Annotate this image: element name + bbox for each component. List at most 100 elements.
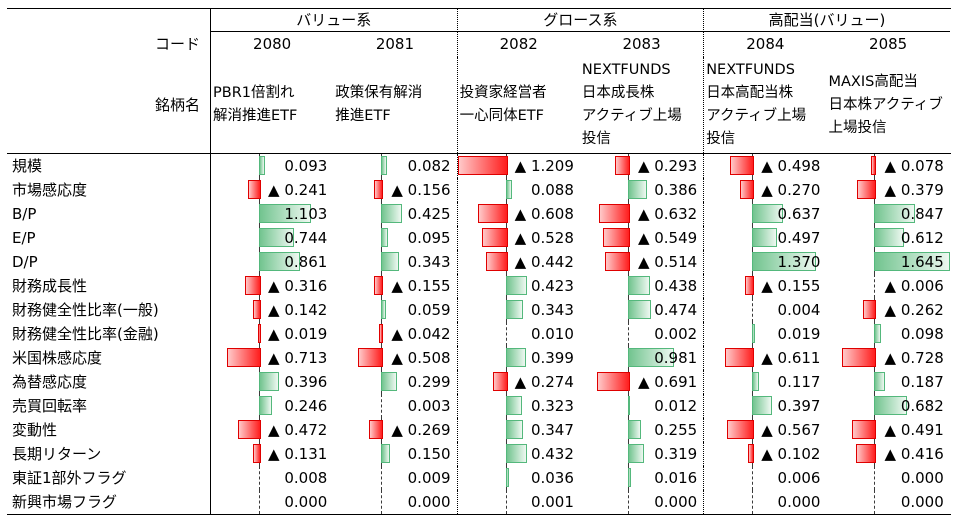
row-label: D/P <box>12 253 38 271</box>
data-bar-positive <box>752 372 760 391</box>
table-body: 規模 0.093 0.082 ▲ 1.209 ▲ 0.293 ▲ 0.498 ▲ 0.078… <box>7 154 951 514</box>
value-cell: 0.059 <box>333 298 456 322</box>
value-cell: 0.386 <box>580 178 703 202</box>
data-bar-negative <box>478 204 508 223</box>
data-bar-negative <box>358 348 384 367</box>
cell-value: 0.246 <box>284 397 328 415</box>
zero-axis-line <box>874 274 876 298</box>
cell-value: 0.000 <box>900 469 944 487</box>
value-cell: ▲ 0.379 <box>826 178 949 202</box>
cell-value: 1.645 <box>900 253 944 271</box>
cell-value-negative: ▲ 0.156 <box>391 181 451 199</box>
data-bar-negative <box>857 180 877 199</box>
cell-value-negative: ▲ 0.269 <box>391 421 451 439</box>
value-cell: ▲ 0.006 <box>826 274 949 298</box>
value-cell: 0.397 <box>703 394 826 418</box>
data-bar-positive <box>627 396 631 415</box>
cell-value-negative: ▲ 0.549 <box>637 229 698 247</box>
table-row: 長期リターン ▲ 0.131 0.150 0.432 0.319 ▲ 0.102 ▲ 0.4… <box>7 442 951 466</box>
cell-value: 1.103 <box>284 205 328 223</box>
value-cell: 0.246 <box>210 394 333 418</box>
data-bar-positive <box>505 276 527 295</box>
value-cell: ▲ 0.567 <box>703 418 826 442</box>
data-bar-positive <box>874 372 885 391</box>
value-cell: 0.008 <box>210 466 333 490</box>
group-header-row: バリュー系 グロース系 高配当(バリュー) <box>7 9 951 32</box>
factor-exposure-table: バリュー系 グロース系 高配当(バリュー) コード 2080 2081 2082… <box>7 8 951 515</box>
data-bar-negative <box>599 204 630 223</box>
cell-value: 0.000 <box>777 493 821 511</box>
value-cell: 0.016 <box>580 466 703 490</box>
value-cell: 0.981 <box>580 346 703 370</box>
code-row: コード 2080 2081 2082 2083 2084 2085 <box>7 32 951 57</box>
data-bar-positive <box>627 420 642 439</box>
cell-value: 0.432 <box>530 445 574 463</box>
zero-axis-line <box>627 322 629 346</box>
row-label: 売買回転率 <box>12 397 88 415</box>
value-cell: 0.095 <box>333 226 456 250</box>
cell-value: 0.612 <box>900 229 944 247</box>
cell-value: 0.255 <box>654 421 698 439</box>
data-bar-positive <box>874 396 908 415</box>
value-cell: 0.847 <box>826 202 949 226</box>
cell-value-negative: ▲ 0.155 <box>761 277 821 295</box>
value-cell: 0.000 <box>210 490 333 514</box>
cell-value-negative: ▲ 0.442 <box>514 253 574 271</box>
cell-value: 0.323 <box>530 397 574 415</box>
group-header-highdiv: 高配当(バリュー) <box>703 9 950 32</box>
fund-code: 2084 <box>703 32 826 57</box>
cell-value: 0.010 <box>530 325 574 343</box>
data-bar-positive <box>505 180 512 199</box>
data-bar-negative <box>253 444 261 463</box>
cell-value: 0.861 <box>284 253 328 271</box>
data-bar-positive <box>259 204 311 223</box>
data-bar-negative <box>493 372 508 391</box>
value-cell: ▲ 0.728 <box>826 346 949 370</box>
cell-value-negative: ▲ 0.270 <box>761 181 821 199</box>
fund-code: 2080 <box>210 32 333 57</box>
value-cell: ▲ 0.078 <box>826 154 949 178</box>
value-cell: 0.012 <box>580 394 703 418</box>
value-cell: 0.399 <box>456 346 580 370</box>
data-bar-positive <box>627 468 631 487</box>
value-cell: 0.861 <box>210 250 333 274</box>
value-cell: ▲ 0.142 <box>210 298 333 322</box>
value-cell: 0.009 <box>333 466 456 490</box>
cell-value-negative: ▲ 0.608 <box>514 205 574 223</box>
fund-code: 2085 <box>869 35 908 53</box>
value-cell: 0.637 <box>703 202 826 226</box>
value-cell: 0.612 <box>826 226 949 250</box>
data-bar-negative <box>724 348 755 367</box>
data-bar-positive <box>381 204 403 223</box>
value-cell: 0.001 <box>456 490 580 514</box>
cell-value: 0.425 <box>407 205 451 223</box>
cell-value-negative: ▲ 0.514 <box>637 253 698 271</box>
cell-value: 0.319 <box>654 445 698 463</box>
value-cell: ▲ 0.155 <box>333 274 456 298</box>
data-bar-negative <box>369 420 384 439</box>
group-header-growth: グロース系 <box>456 9 704 32</box>
value-cell: ▲ 0.442 <box>456 250 580 274</box>
cell-value: 0.093 <box>284 157 328 175</box>
value-cell: 0.082 <box>333 154 456 178</box>
zero-axis-line <box>381 394 383 418</box>
cell-value-negative: ▲ 0.728 <box>884 349 944 367</box>
cell-value: 0.088 <box>530 181 574 199</box>
table-row: 市場感応度 ▲ 0.241 ▲ 0.156 0.088 0.386 ▲ 0.270 ▲ 0.… <box>7 178 951 202</box>
value-cell: ▲ 0.293 <box>580 154 703 178</box>
cell-value: 0.059 <box>407 301 451 319</box>
cell-value: 0.117 <box>777 373 821 391</box>
value-cell: 0.036 <box>456 466 580 490</box>
data-bar-positive <box>874 228 905 247</box>
data-bar-negative <box>841 348 877 367</box>
data-bar-positive <box>752 204 783 223</box>
zero-axis-line <box>381 466 383 490</box>
data-bar-positive <box>627 300 652 319</box>
value-cell: 0.343 <box>333 250 456 274</box>
value-cell: ▲ 0.042 <box>333 322 456 346</box>
cell-value-negative: ▲ 0.006 <box>884 277 944 295</box>
data-bar-positive <box>259 228 295 247</box>
fund-name: 投資家経営者 一心同体ETF <box>456 57 580 153</box>
data-bar-negative <box>745 276 755 295</box>
data-bar-positive <box>505 468 510 487</box>
